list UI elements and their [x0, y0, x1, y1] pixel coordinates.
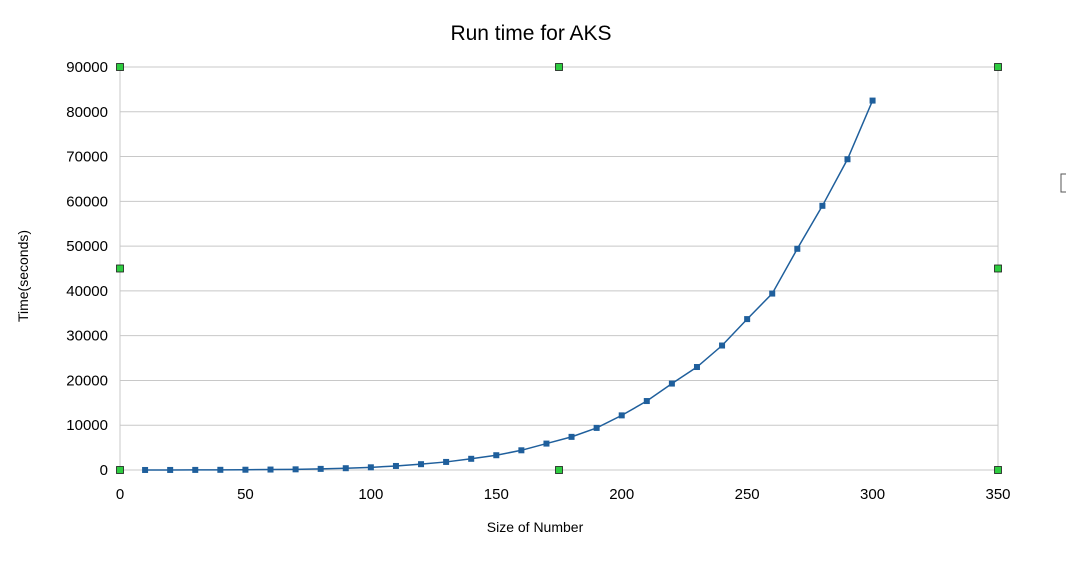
- data-point: [392, 462, 399, 469]
- data-point: [493, 452, 500, 459]
- data-point: [367, 464, 374, 471]
- data-point: [317, 465, 324, 472]
- x-tick-label: 0: [116, 486, 124, 503]
- data-point: [142, 466, 149, 473]
- resize-handle[interactable]: [116, 466, 124, 474]
- data-point: [719, 342, 726, 349]
- data-point: [593, 424, 600, 431]
- resize-handle[interactable]: [116, 264, 124, 273]
- resize-handle[interactable]: [994, 264, 1002, 273]
- panel-edge-marker[interactable]: [1060, 173, 1066, 193]
- data-point: [292, 466, 299, 473]
- y-tick-label: 50000: [66, 238, 108, 255]
- series-line: [145, 100, 874, 471]
- data-point: [744, 316, 751, 323]
- data-point: [844, 156, 851, 163]
- x-tick-label: 250: [735, 486, 760, 503]
- data-point: [342, 465, 349, 472]
- series-layer: [142, 97, 876, 473]
- y-tick-label: 30000: [66, 328, 108, 345]
- y-tick-label: 10000: [66, 417, 108, 434]
- y-tick-label: 20000: [66, 372, 108, 389]
- resize-handle[interactable]: [555, 63, 563, 71]
- data-point: [242, 466, 249, 473]
- tick-labels: 0 10000 20000 30000 40000 50000 60000 70000 8000…: [66, 59, 1010, 503]
- x-tick-label: 300: [860, 486, 885, 503]
- data-point: [643, 398, 650, 405]
- x-tick-label: 100: [358, 486, 383, 503]
- data-point: [618, 412, 625, 419]
- y-tick-label: 90000: [66, 59, 108, 76]
- x-axis-title: Size of Number: [487, 519, 584, 535]
- selection-handles[interactable]: [116, 63, 1002, 474]
- data-point: [869, 97, 876, 104]
- y-tick-label: 60000: [66, 193, 108, 210]
- y-tick-label: 80000: [66, 104, 108, 121]
- data-point: [518, 447, 525, 454]
- data-point: [468, 455, 475, 462]
- x-tick-label: 150: [484, 486, 509, 503]
- x-tick-label: 200: [609, 486, 634, 503]
- data-point: [443, 458, 450, 465]
- data-point: [217, 466, 224, 473]
- y-tick-label: 40000: [66, 283, 108, 300]
- x-tick-label: 350: [985, 486, 1010, 503]
- resize-handle[interactable]: [994, 63, 1002, 71]
- data-point: [693, 364, 700, 371]
- y-tick-label: 0: [100, 462, 108, 479]
- x-tick-label: 50: [237, 486, 254, 503]
- data-point: [192, 466, 199, 473]
- data-point: [819, 202, 826, 209]
- data-point: [794, 245, 801, 252]
- resize-handle[interactable]: [994, 466, 1002, 474]
- resize-handle[interactable]: [116, 63, 124, 71]
- chart-title: Run time for AKS: [450, 22, 611, 45]
- data-point: [267, 466, 274, 473]
- y-tick-label: 70000: [66, 149, 108, 166]
- data-point: [769, 290, 776, 297]
- data-point: [568, 433, 575, 440]
- y-axis-title: Time(seconds): [15, 230, 31, 322]
- data-point: [167, 466, 174, 473]
- resize-handle[interactable]: [555, 466, 563, 474]
- data-point: [668, 380, 675, 387]
- grid: [119, 66, 999, 471]
- data-point: [418, 461, 425, 468]
- data-point: [543, 440, 550, 447]
